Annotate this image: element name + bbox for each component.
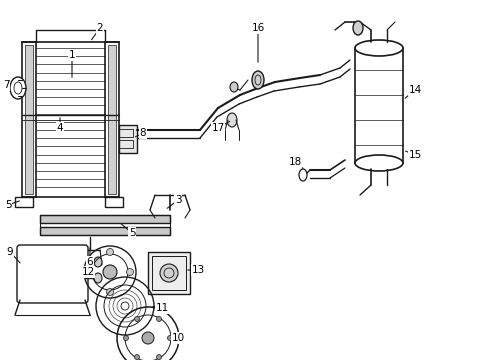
Text: 2: 2 bbox=[97, 23, 103, 33]
Bar bbox=[119, 140, 133, 148]
Bar bbox=[25, 45, 33, 194]
Bar bbox=[22, 42, 36, 197]
Text: 10: 10 bbox=[171, 333, 184, 343]
Ellipse shape bbox=[106, 288, 113, 296]
Text: 6: 6 bbox=[86, 257, 93, 267]
Bar bbox=[148, 252, 190, 294]
Text: 13: 13 bbox=[191, 265, 204, 275]
Text: 16: 16 bbox=[251, 23, 264, 33]
Text: 5: 5 bbox=[128, 228, 135, 238]
Text: 7: 7 bbox=[2, 80, 9, 90]
Ellipse shape bbox=[126, 269, 133, 275]
Ellipse shape bbox=[354, 155, 402, 171]
Bar bbox=[40, 215, 170, 235]
Ellipse shape bbox=[156, 355, 161, 360]
FancyBboxPatch shape bbox=[17, 245, 88, 303]
Text: 5: 5 bbox=[5, 200, 11, 210]
Ellipse shape bbox=[106, 248, 113, 256]
Text: 1: 1 bbox=[68, 50, 75, 60]
Ellipse shape bbox=[10, 77, 26, 99]
Text: 8: 8 bbox=[140, 128, 146, 138]
Bar bbox=[119, 129, 133, 137]
Ellipse shape bbox=[226, 113, 237, 127]
Bar bbox=[40, 215, 170, 223]
Bar bbox=[105, 42, 119, 197]
Ellipse shape bbox=[354, 40, 402, 56]
Ellipse shape bbox=[134, 355, 139, 360]
Text: 9: 9 bbox=[7, 247, 13, 257]
Bar bbox=[119, 125, 137, 153]
Ellipse shape bbox=[86, 269, 93, 275]
Ellipse shape bbox=[352, 21, 362, 35]
Text: 3: 3 bbox=[174, 195, 181, 205]
Bar bbox=[105, 197, 123, 207]
Ellipse shape bbox=[134, 316, 139, 321]
Ellipse shape bbox=[103, 265, 117, 279]
Text: 18: 18 bbox=[288, 157, 301, 167]
Ellipse shape bbox=[298, 169, 306, 181]
Ellipse shape bbox=[251, 71, 264, 89]
Text: 17: 17 bbox=[211, 123, 224, 133]
Ellipse shape bbox=[121, 302, 129, 310]
Ellipse shape bbox=[229, 82, 238, 92]
Text: 14: 14 bbox=[407, 85, 421, 95]
Ellipse shape bbox=[156, 316, 161, 321]
Bar bbox=[108, 45, 116, 194]
Bar bbox=[152, 256, 185, 290]
Ellipse shape bbox=[94, 257, 102, 267]
Text: 15: 15 bbox=[407, 150, 421, 160]
Ellipse shape bbox=[167, 336, 172, 341]
Ellipse shape bbox=[94, 273, 102, 283]
Text: 11: 11 bbox=[155, 303, 168, 313]
Bar bbox=[354, 48, 402, 163]
Ellipse shape bbox=[160, 264, 178, 282]
Bar bbox=[15, 197, 33, 207]
Ellipse shape bbox=[123, 336, 128, 341]
Bar bbox=[40, 227, 170, 235]
Text: 12: 12 bbox=[81, 267, 95, 277]
Text: 4: 4 bbox=[57, 123, 63, 133]
Ellipse shape bbox=[142, 332, 154, 344]
